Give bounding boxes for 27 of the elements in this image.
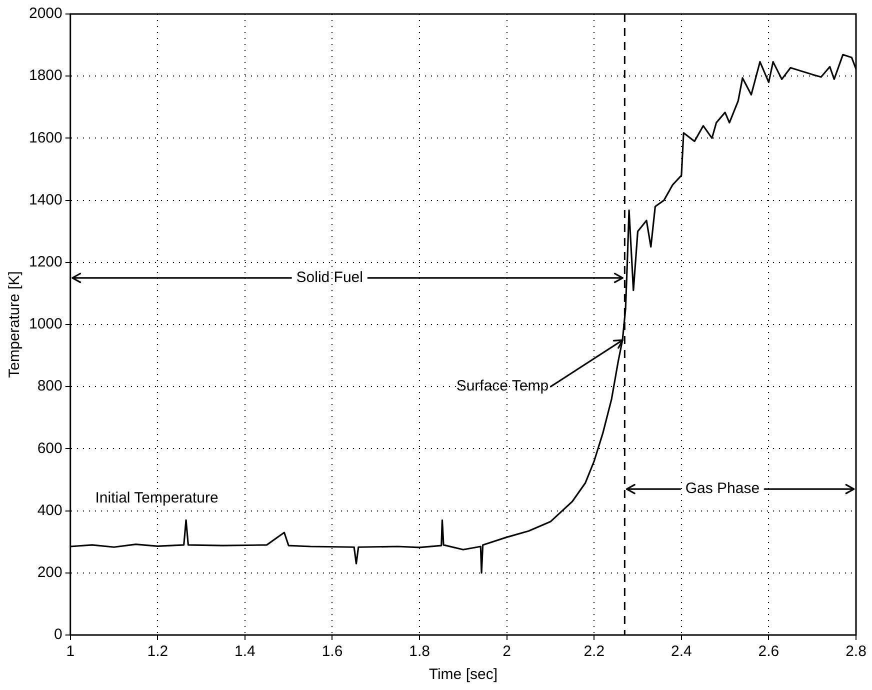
x-tick-label: 2.2 xyxy=(584,643,605,660)
x-tick-label: 2.6 xyxy=(758,643,780,660)
y-tick-label: 1200 xyxy=(28,254,62,271)
y-tick-label: 1400 xyxy=(28,191,62,208)
x-axis-title: Time [sec] xyxy=(428,666,498,684)
x-tick-label: 2.8 xyxy=(846,643,866,660)
annotation: Gas Phase xyxy=(685,480,760,498)
y-tick-label: 200 xyxy=(37,564,62,582)
x-tick-label: 2 xyxy=(502,643,512,660)
y-tick-label: 600 xyxy=(37,440,62,457)
y-tick-label: 1000 xyxy=(28,316,62,333)
y-tick-label: 0 xyxy=(54,626,62,644)
x-tick-label: 2.4 xyxy=(670,643,692,660)
x-tick-label: 1.6 xyxy=(322,643,343,660)
y-tick-label: 1600 xyxy=(28,129,62,146)
x-tick-label: 1.8 xyxy=(409,643,430,660)
y-tick-label: 400 xyxy=(37,502,62,519)
x-tick-label: 1.2 xyxy=(147,643,168,660)
annotation: Solid Fuel xyxy=(296,269,363,286)
y-tick-label: 1800 xyxy=(28,67,62,84)
annotation: Surface Temp xyxy=(456,378,549,395)
x-tick-label: 1.4 xyxy=(234,643,256,660)
y-tick-label: 800 xyxy=(37,378,62,395)
y-axis-title: Temperature [K] xyxy=(6,271,24,378)
y-tick-label: 2000 xyxy=(28,5,62,22)
x-tick-label: 1 xyxy=(66,643,75,660)
annotation: Initial Temperature xyxy=(95,490,218,507)
